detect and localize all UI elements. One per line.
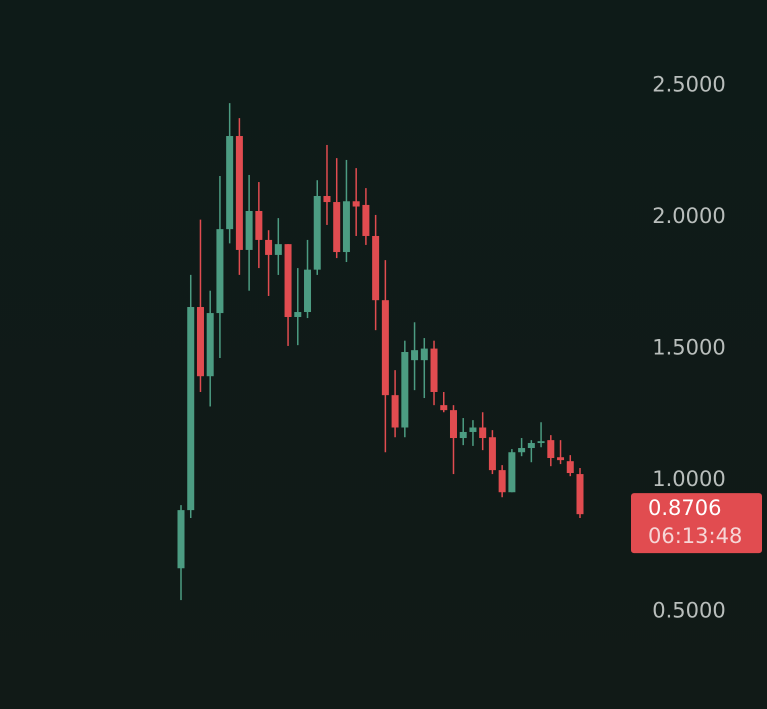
candle-body [537, 441, 545, 444]
candle-body [294, 312, 302, 318]
candle-body [235, 136, 243, 250]
candle-body [411, 350, 419, 361]
candle-body [449, 410, 457, 439]
candle-body [313, 195, 321, 270]
candle-body [401, 352, 409, 428]
y-tick-label: 1.5000 [652, 336, 725, 360]
candle-body [420, 348, 428, 361]
candle-body [459, 431, 467, 439]
candle-body [488, 437, 496, 471]
candle-body [547, 440, 555, 459]
candle-body [206, 313, 214, 377]
candle-body [187, 307, 195, 511]
candle-body [245, 210, 253, 250]
candle-body [469, 427, 477, 432]
candle-body [274, 244, 282, 255]
price-tag-value: 0.8706 [648, 496, 721, 520]
candle-body [430, 348, 438, 392]
candle-body [557, 457, 565, 461]
candle-body [226, 136, 234, 230]
candle-body [576, 474, 584, 515]
candle-body [479, 427, 487, 439]
y-tick-label: 2.0000 [652, 204, 725, 228]
candle-body [391, 395, 399, 428]
candle-body [265, 239, 273, 255]
price-tag [631, 493, 762, 554]
candle-body [342, 201, 350, 253]
candle-body [255, 210, 263, 240]
candle-body [440, 405, 448, 411]
candle-body [196, 307, 204, 377]
candle-body [518, 448, 526, 453]
candle-body [372, 235, 380, 301]
candle-body [304, 269, 312, 313]
candle-body [333, 202, 341, 253]
candle-body [498, 470, 506, 493]
candle-body [177, 510, 185, 569]
y-tick-label: 1.0000 [652, 467, 725, 491]
candle-body [381, 300, 389, 396]
candle-body [323, 195, 331, 203]
candle-body [566, 461, 574, 474]
candle-body [216, 229, 224, 314]
price-tag-countdown: 06:13:48 [648, 524, 742, 548]
candle-body [527, 443, 535, 449]
candle-body [362, 204, 370, 236]
candle-body [508, 452, 516, 493]
candle-body [284, 244, 292, 318]
y-tick-label: 0.5000 [652, 599, 725, 623]
candle-body [352, 201, 360, 207]
y-tick-label: 2.5000 [652, 73, 725, 97]
